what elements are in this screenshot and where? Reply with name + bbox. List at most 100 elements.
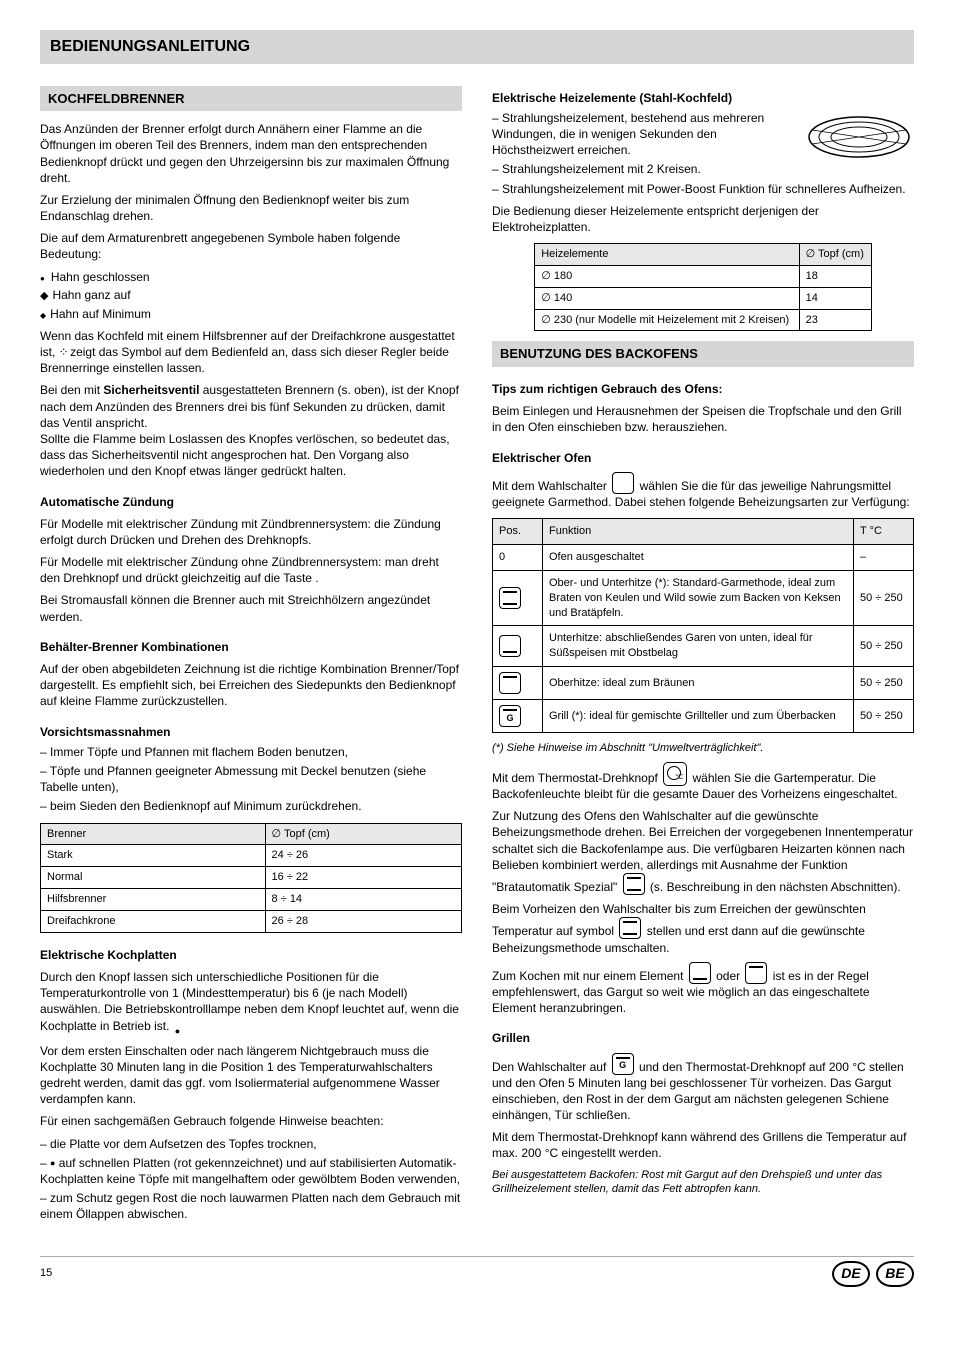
electric-plate-list: die Platte vor dem Aufsetzen des Topfes …	[40, 1136, 462, 1223]
table-header: Funktion	[543, 519, 854, 545]
oven-functions-table: Pos. Funktion T °C 0 Ofen ausgeschaltet …	[492, 518, 914, 733]
heating-elem-table: Heizelemente ∅ Topf (cm) ∅ 18018 ∅ 14014…	[534, 243, 872, 331]
table-cell: 24 ÷ 26	[265, 845, 461, 867]
table-cell: Normal	[41, 867, 266, 889]
table-cell: 18	[799, 265, 871, 287]
page-title: BEDIENUNGSANLEITUNG	[40, 30, 914, 64]
thermostat-icon	[663, 762, 687, 786]
grill-p1: Den Wahlschalter auf G und den Thermosta…	[492, 1053, 914, 1124]
knob-off: Hahn geschlossen	[60, 269, 462, 285]
func-temp: 50 ÷ 250	[854, 570, 914, 626]
func-temp: 50 ÷ 250	[854, 700, 914, 733]
electric-oven-intro: Mit dem Wahlschalter wählen Sie die für …	[492, 472, 914, 510]
table-header: Heizelemente	[535, 244, 799, 266]
heating-elem-heading: Elektrische Heizelemente (Stahl-Kochfeld…	[492, 90, 914, 106]
bottom-heat-icon	[499, 635, 521, 657]
right-column: Elektrische Heizelemente (Stahl-Kochfeld…	[492, 76, 914, 1226]
oven-tip-heading: Tips zum richtigen Gebrauch des Ofens:	[492, 381, 914, 397]
precautions-heading: Vorsichtsmassnahmen	[40, 724, 462, 740]
top-heat-icon	[499, 672, 521, 694]
burner-intro-2: Zur Erzielung der minimalen Öffnung den …	[40, 192, 462, 224]
ignition-heading: Automatische Zündung	[40, 494, 462, 510]
grill-heading: Grillen	[492, 1030, 914, 1046]
func-temp: 50 ÷ 250	[854, 626, 914, 667]
selector-icon	[612, 472, 634, 494]
grill-icon: G	[612, 1053, 634, 1075]
thermostat-p3: Beim Vorheizen den Wahlschalter bis zum …	[492, 901, 914, 956]
heating-elem-note: Die Bedienung dieser Heizelemente entspr…	[492, 203, 914, 235]
precaution-item: Töpfe und Pfannen geeigneter Abmessung m…	[40, 763, 462, 795]
table-cell: 23	[799, 309, 871, 331]
knob-legend: Hahn geschlossen Hahn ganz auf Hahn auf …	[40, 269, 462, 322]
country-badges: DE BE	[832, 1261, 914, 1287]
precautions-list: Immer Töpfe und Pfannen mit flachem Bode…	[40, 744, 462, 815]
list-item: ● auf schnellen Platten (rot gekennzeich…	[40, 1155, 462, 1187]
electric-plate-heading: Elektrische Kochplatten	[40, 947, 462, 963]
electric-plate-p2: Vor dem ersten Einschalten oder nach län…	[40, 1043, 462, 1108]
func-desc: Ofen ausgeschaltet	[543, 544, 854, 570]
pot-th: ∅ Topf (cm)	[265, 823, 461, 845]
electric-plate-list-intro: Für einen sachgemäßen Gebrauch folgende …	[40, 1113, 462, 1129]
knob-min: Hahn auf Minimum	[60, 306, 462, 322]
table-header: ∅ Topf (cm)	[799, 244, 871, 266]
country-badge-de: DE	[832, 1261, 870, 1287]
table-cell: Hilfsbrenner	[41, 889, 266, 911]
section-burners-title: KOCHFELDBRENNER	[40, 86, 462, 112]
func-desc: Oberhitze: ideal zum Bräunen	[543, 667, 854, 700]
country-badge-be: BE	[876, 1261, 914, 1287]
func-pos-both	[493, 570, 543, 626]
func-temp: 50 ÷ 250	[854, 667, 914, 700]
func-pos-grill: G	[493, 700, 543, 733]
content-columns: KOCHFELDBRENNER Das Anzünden der Brenner…	[40, 76, 914, 1226]
table-cell: ∅ 140	[535, 287, 799, 309]
bottom-heat-icon	[689, 962, 711, 984]
func-pos-0: 0	[493, 544, 543, 570]
electric-oven-heading: Elektrischer Ofen	[492, 450, 914, 466]
table-cell: Stark	[41, 845, 266, 867]
electric-plate-p1: Durch den Knopf lassen sich unterschiedl…	[40, 969, 462, 1037]
func-pos-bottom	[493, 626, 543, 667]
section-oven-title: BENUTZUNG DES BACKOFENS	[492, 341, 914, 367]
left-column: KOCHFELDBRENNER Das Anzünden der Brenner…	[40, 76, 462, 1226]
grill-italic-note: Bei ausgestattetem Backofen: Rost mit Ga…	[492, 1168, 914, 1198]
func-temp: –	[854, 544, 914, 570]
pot-combo-text: Auf der oben abgebildeten Zeichnung ist …	[40, 661, 462, 710]
page-number: 15	[40, 1266, 52, 1281]
top-bottom-heat-icon	[623, 873, 645, 895]
burner-intro-3: Die auf dem Armaturenbrett angegebenen S…	[40, 230, 462, 262]
table-header: Pos.	[493, 519, 543, 545]
triple-crown-icon	[59, 345, 67, 359]
safety-valve-note: Bei den mit Sicherheitsventil ausgestatt…	[40, 382, 462, 479]
table-header: T °C	[854, 519, 914, 545]
table-cell: 26 ÷ 28	[265, 910, 461, 932]
table-cell: 14	[799, 287, 871, 309]
func-desc: Grill (*): ideal für gemischte Grilltell…	[543, 700, 854, 733]
knob-max: Hahn ganz auf	[60, 287, 462, 304]
burner-pot-table: Brenner ∅ Topf (cm) Stark24 ÷ 26 Normal1…	[40, 823, 462, 933]
pot-combo-heading: Behälter-Brenner Kombinationen	[40, 639, 462, 655]
table-cell: Dreifachkrone	[41, 910, 266, 932]
table-cell: ∅ 180	[535, 265, 799, 287]
grill-p2: Mit dem Thermostat-Drehknopf kann währen…	[492, 1129, 914, 1161]
list-item: zum Schutz gegen Rost die noch lauwarmen…	[40, 1190, 462, 1222]
table-cell: 8 ÷ 14	[265, 889, 461, 911]
list-item: die Platte vor dem Aufsetzen des Topfes …	[40, 1136, 462, 1152]
precaution-item: Immer Töpfe und Pfannen mit flachem Bode…	[40, 744, 462, 760]
thermostat-p4: Zum Kochen mit nur einem Element oder is…	[492, 962, 914, 1017]
top-bottom-heat-icon	[499, 587, 521, 609]
func-pos-top	[493, 667, 543, 700]
func-desc: Ober- und Unterhitze (*): Standard-Garme…	[543, 570, 854, 626]
oven-tip-text: Beim Einlegen und Herausnehmen der Speis…	[492, 403, 914, 435]
thermostat-p1: Mit dem Thermostat-Drehknopf wählen Sie …	[492, 762, 914, 802]
page-footer: 15 DE BE	[40, 1256, 914, 1287]
grill-icon: G	[499, 705, 521, 727]
burner-intro-1: Das Anzünden der Brenner erfolgt durch A…	[40, 121, 462, 186]
top-heat-icon	[745, 962, 767, 984]
func-desc: Unterhitze: abschließendes Garen von unt…	[543, 626, 854, 667]
precaution-item: beim Sieden den Bedienknopf auf Minimum …	[40, 798, 462, 814]
thermostat-p2: Zur Nutzung des Ofens den Wahlschalter a…	[492, 808, 914, 895]
table-cell: ∅ 230 (nur Modelle mit Heizelement mit 2…	[535, 309, 799, 331]
top-bottom-heat-icon	[619, 917, 641, 939]
ignition-p1b: Für Modelle mit elektrischer Zündung ohn…	[40, 554, 462, 586]
triple-crown-note: Wenn das Kochfeld mit einem Hilfsbrenner…	[40, 328, 462, 377]
